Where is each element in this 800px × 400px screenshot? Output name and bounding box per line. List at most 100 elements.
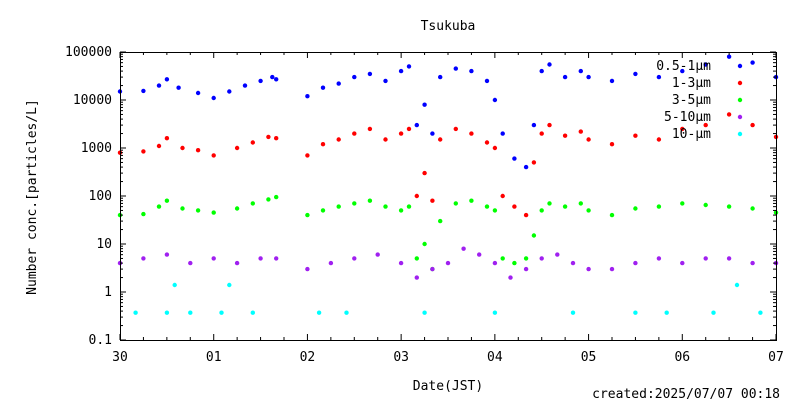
- y-axis: 0.1 1 10 100 1000 10000 100000: [65, 45, 776, 348]
- data-point: [250, 201, 255, 206]
- data-point: [211, 210, 216, 215]
- x-tick-label: 07: [768, 350, 784, 365]
- data-point: [227, 282, 232, 288]
- data-point: [680, 126, 685, 132]
- data-point: [352, 201, 357, 206]
- y-tick-label: 100: [89, 189, 112, 204]
- data-point: [414, 122, 419, 128]
- data-point: [320, 208, 326, 213]
- data-point: [703, 62, 708, 67]
- data-point: [305, 266, 310, 272]
- data-point: [547, 201, 552, 206]
- data-point: [211, 256, 216, 261]
- data-point: [562, 74, 568, 80]
- series-0: [117, 54, 779, 170]
- data-point: [180, 145, 185, 151]
- data-point: [586, 208, 591, 213]
- data-point: [305, 153, 310, 158]
- data-point: [219, 310, 224, 315]
- data-point: [492, 145, 498, 151]
- data-point: [609, 266, 615, 272]
- data-point: [726, 204, 732, 209]
- data-point: [383, 78, 388, 84]
- data-point: [352, 131, 357, 136]
- legend-label: 1-3μm: [672, 76, 711, 91]
- data-point: [758, 310, 763, 315]
- data-point: [430, 266, 435, 272]
- data-point: [336, 137, 341, 142]
- data-point: [414, 193, 419, 199]
- data-point: [141, 88, 146, 94]
- data-point: [406, 204, 412, 209]
- data-point: [703, 202, 708, 208]
- data-point: [562, 133, 568, 138]
- data-point: [492, 97, 498, 103]
- data-point: [531, 160, 537, 165]
- data-point: [274, 194, 279, 200]
- data-point: [156, 83, 162, 88]
- y-tick-label: 100000: [65, 45, 112, 60]
- legend-marker: [737, 131, 743, 137]
- data-point: [453, 126, 458, 132]
- data-point: [512, 156, 517, 161]
- data-point: [512, 260, 517, 266]
- data-point: [172, 282, 177, 288]
- data-point: [234, 145, 240, 151]
- data-point: [266, 134, 271, 140]
- legend: 0.5-1μm 1-3μm 3-5μm 5-10μm 10-μm: [656, 59, 743, 142]
- data-point: [562, 204, 568, 209]
- data-point: [492, 208, 498, 213]
- data-point: [352, 74, 357, 80]
- data-point: [406, 64, 412, 69]
- data-point: [320, 85, 326, 90]
- data-point: [539, 68, 544, 74]
- data-point: [578, 68, 583, 74]
- data-point: [445, 260, 451, 266]
- data-point: [188, 310, 193, 315]
- data-point: [578, 201, 583, 206]
- data-point: [195, 148, 201, 153]
- data-point: [422, 310, 427, 315]
- data-point: [250, 310, 255, 315]
- data-point: [164, 77, 170, 82]
- x-tick-label: 01: [206, 350, 222, 365]
- data-point: [586, 266, 591, 272]
- series-4: [133, 282, 763, 315]
- data-point: [484, 78, 490, 84]
- data-point: [188, 260, 193, 266]
- data-point: [523, 212, 529, 218]
- data-point: [508, 275, 513, 280]
- data-point: [484, 204, 490, 209]
- data-point: [320, 142, 326, 147]
- data-point: [156, 204, 162, 209]
- data-point: [422, 102, 427, 107]
- x-axis-label: Date(JST): [413, 379, 483, 394]
- y-tick-label: 10000: [73, 93, 112, 108]
- data-point: [305, 212, 310, 218]
- data-point: [531, 122, 537, 128]
- legend-marker: [737, 80, 743, 86]
- data-point: [539, 131, 544, 136]
- data-point: [375, 252, 380, 257]
- series-1: [117, 112, 779, 218]
- series-2: [117, 194, 779, 272]
- data-point: [500, 256, 505, 261]
- data-point: [555, 252, 560, 257]
- data-point: [680, 201, 685, 206]
- data-point: [680, 68, 685, 74]
- legend-label: 10-μm: [672, 127, 711, 142]
- data-point: [664, 310, 669, 315]
- legend-marker: [737, 114, 743, 120]
- data-point: [316, 310, 322, 315]
- data-point: [500, 193, 505, 199]
- data-point: [242, 83, 248, 88]
- legend-marker: [737, 97, 743, 103]
- data-point: [176, 85, 181, 90]
- data-point: [141, 211, 146, 217]
- data-point: [266, 197, 271, 202]
- data-point: [383, 137, 388, 142]
- data-point: [547, 122, 552, 128]
- data-point: [726, 256, 732, 261]
- x-tick-label: 05: [581, 350, 597, 365]
- chart-title: Tsukuba: [421, 19, 476, 34]
